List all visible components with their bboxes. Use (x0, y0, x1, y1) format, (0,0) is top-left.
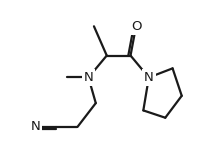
Text: N: N (84, 71, 93, 84)
Text: N: N (31, 120, 40, 133)
Text: O: O (131, 20, 141, 33)
Text: N: N (144, 71, 154, 84)
